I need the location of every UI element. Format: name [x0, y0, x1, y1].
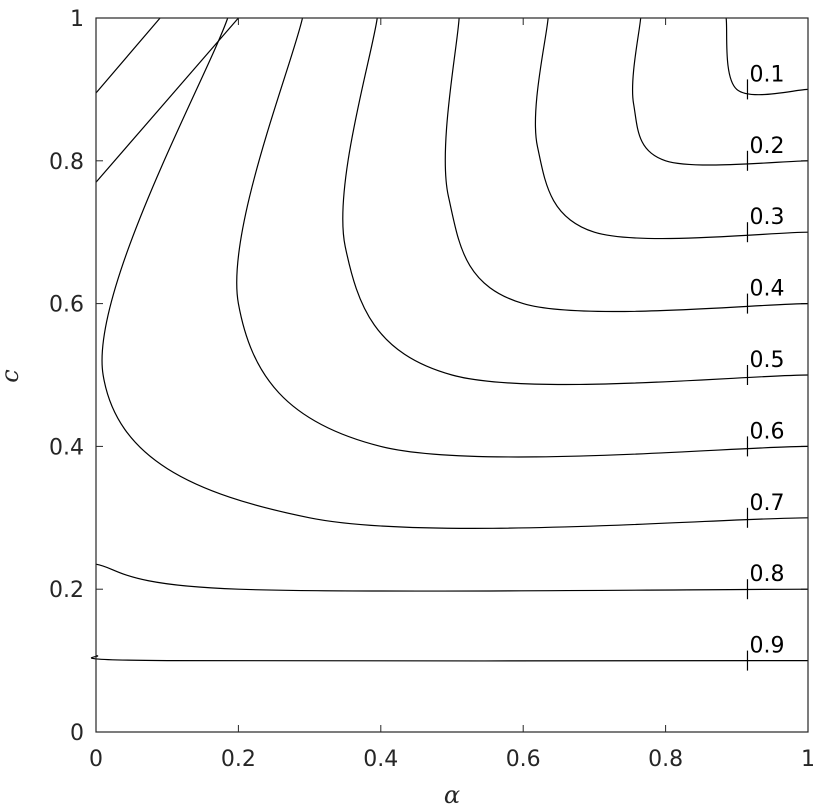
y-tick-label: 1 — [70, 7, 84, 32]
x-tick-label: 0.8 — [648, 747, 683, 772]
y-tick-label: 0.4 — [49, 435, 84, 460]
x-tick-label: 0.6 — [506, 747, 541, 772]
x-tick-label: 1 — [801, 747, 815, 772]
contour-line-0.3 — [534, 17, 809, 240]
y-axis-label: c — [0, 369, 24, 382]
contour-labels: 0.1 0.2 0.3 0.4 0.5 0.6 0.7 0.8 0.9 — [746, 62, 784, 671]
tick-labels: 0 0.2 0.4 0.6 0.8 1 0 0.2 0.4 0.6 0.8 1 — [49, 7, 815, 772]
contour-line-0.9 — [90, 655, 809, 662]
contour-label: 0.7 — [749, 491, 784, 516]
contour-label: 0.4 — [749, 277, 784, 302]
y-tick-label: 0.2 — [49, 578, 84, 603]
plot-frame — [95, 17, 809, 733]
contour-label: 0.5 — [749, 348, 784, 373]
contour-line-0.1 — [725, 17, 809, 96]
corner-contour-line-1 — [95, 17, 239, 183]
contour-line-0.4 — [444, 17, 809, 313]
contour-label: 0.6 — [749, 419, 784, 444]
contour-label: 0.8 — [749, 562, 784, 587]
contour-lines — [90, 17, 809, 662]
contour-label: 0.3 — [749, 205, 784, 230]
contour-label: 0.9 — [749, 634, 784, 659]
contour-line-0.5 — [342, 17, 809, 386]
y-tick-label: 0.6 — [49, 293, 84, 318]
y-tick-label: 0 — [70, 721, 84, 746]
contour-label: 0.2 — [749, 134, 784, 159]
x-tick-label: 0.4 — [363, 747, 398, 772]
contour-line-0.8 — [95, 563, 809, 592]
x-axis-label: α — [444, 781, 460, 808]
contour-line-0.7 — [101, 17, 809, 529]
x-tick-label: 0.2 — [221, 747, 256, 772]
x-tick-label: 0 — [89, 747, 103, 772]
contour-line-0.2 — [631, 17, 809, 166]
contour-label: 0.1 — [749, 62, 784, 87]
y-tick-label: 0.8 — [49, 150, 84, 175]
contour-line-0.6 — [236, 17, 809, 458]
corner-contour-line-0 — [95, 17, 161, 94]
